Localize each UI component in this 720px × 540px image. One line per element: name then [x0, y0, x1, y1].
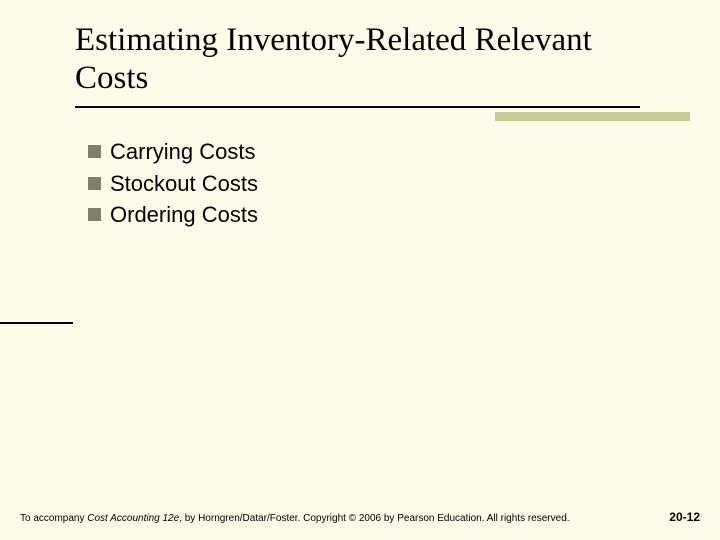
bullet-item: Ordering Costs — [88, 201, 648, 229]
footer-suffix: , by Horngren/Datar/Foster. Copyright © … — [179, 513, 569, 524]
footer-book-title: Cost Accounting 12e — [87, 513, 179, 524]
slide: Estimating Inventory-Related Relevant Co… — [0, 0, 720, 540]
title-area: Estimating Inventory-Related Relevant Co… — [75, 22, 665, 108]
content-area: Carrying Costs Stockout Costs Ordering C… — [88, 138, 648, 233]
title-underline — [75, 106, 640, 108]
bullet-item: Stockout Costs — [88, 170, 648, 198]
bullet-label: Carrying Costs — [110, 138, 255, 166]
bullet-square-icon — [88, 177, 101, 190]
left-rule — [0, 322, 73, 324]
bullet-square-icon — [88, 145, 101, 158]
bullet-label: Stockout Costs — [110, 170, 258, 198]
accent-bar — [495, 112, 690, 121]
slide-title: Estimating Inventory-Related Relevant Co… — [75, 22, 665, 98]
footer: To accompany Cost Accounting 12e, by Hor… — [20, 510, 700, 524]
page-number: 20-12 — [669, 510, 700, 524]
bullet-label: Ordering Costs — [110, 201, 258, 229]
bullet-square-icon — [88, 208, 101, 221]
bullet-item: Carrying Costs — [88, 138, 648, 166]
footer-attribution: To accompany Cost Accounting 12e, by Hor… — [20, 513, 570, 524]
footer-prefix: To accompany — [20, 513, 87, 524]
